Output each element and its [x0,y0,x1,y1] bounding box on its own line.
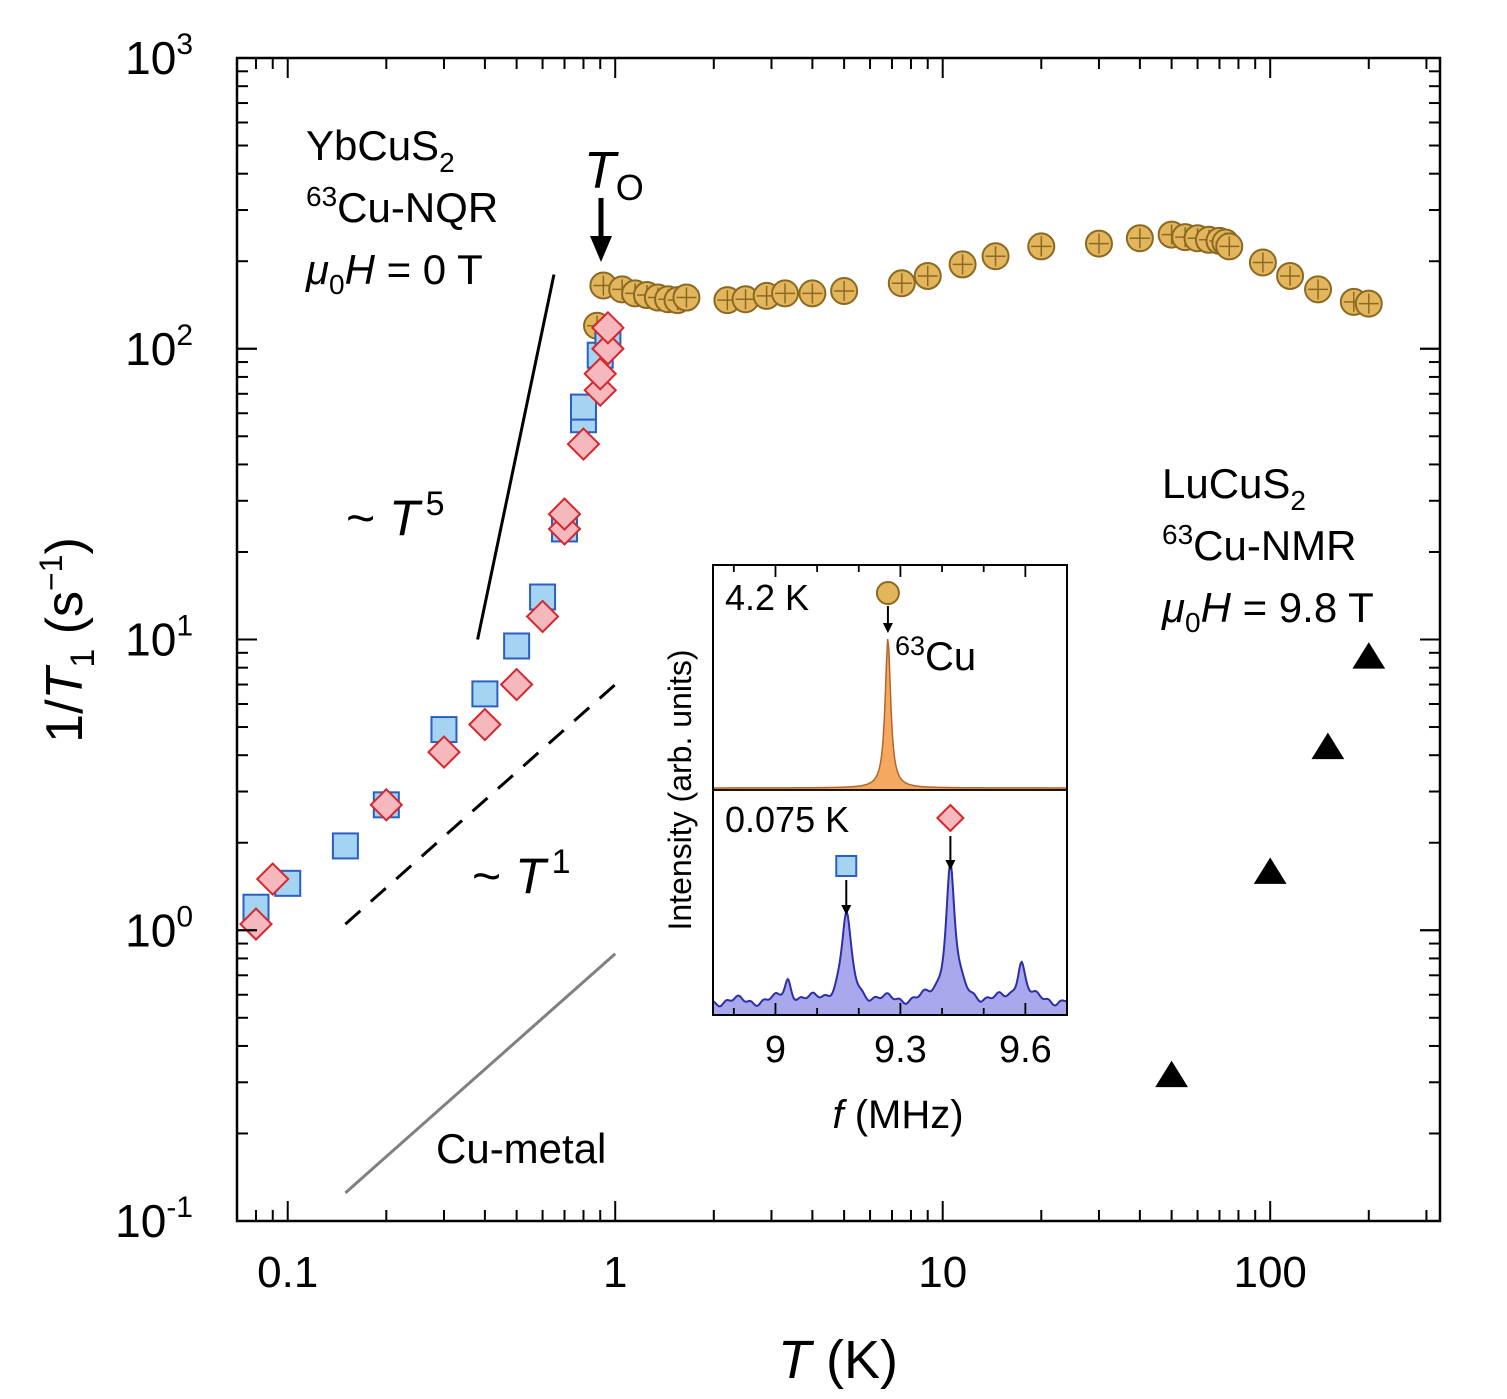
square-marker [503,632,531,660]
yb-method-label: 63Cu-NQR [306,181,498,231]
diamond-marker [525,599,560,634]
x-tick-label: 0.1 [257,1248,318,1297]
series-square [242,323,622,921]
y-tick-label: 100 [125,900,193,956]
triangle-marker [1155,1060,1189,1088]
guide-lines [344,274,617,1194]
x-tick-labels: 0.1 1 10 100 [257,1248,1307,1297]
to-label: TO [584,142,644,208]
inset-diamond-peak-arrow-icon [945,836,956,870]
x-tick-label: 100 [1233,1248,1306,1297]
diamond-marker [255,862,290,896]
inset-top-peak-arrow-icon [882,606,893,633]
triangle-marker [1253,857,1287,884]
circle-plus-marker [875,581,900,605]
circle-plus-marker [1276,261,1305,290]
series-diamond [239,310,625,942]
yb-field-label: μ0H = 0 T [305,246,483,300]
inset-x-axis-label: f (MHz) [832,1093,963,1137]
x-tick-label: 10 [918,1248,967,1297]
diamond-marker [427,735,461,769]
y-tick-label: 103 [125,28,193,84]
inset-x-tick-label: 9.3 [874,1029,927,1071]
square-marker [835,855,858,877]
series-triangle [1155,642,1386,1088]
square-marker [569,393,597,421]
circle-plus-marker [948,250,977,279]
y-tick-label: 10-1 [115,1191,193,1247]
y-tick-label: 101 [125,610,193,666]
yb-compound-label: YbCuS2 [306,122,455,178]
circle-plus-marker [913,261,942,290]
cu-metal-label: Cu-metal [436,1125,606,1172]
circle-plus-marker [1027,232,1056,261]
x-axis-label: T (K) [778,1330,898,1390]
diamond-marker [369,787,404,822]
inset-peak-label: 63Cu [895,631,976,679]
diamond-marker [591,331,625,366]
inset-spectrum: 4.2 K 0.075 K 63Cu Intensity (arb. units… [662,564,1068,1137]
diamond-marker [499,667,534,702]
square-marker [331,832,359,860]
axis-ticks [236,57,1440,1222]
inset-x-tick-label: 9 [765,1029,786,1071]
lu-field-label: μ0H = 9.8 T [1161,584,1374,638]
circle-plus-marker [1248,248,1277,277]
inset-y-axis-label: Intensity (arb. units) [662,650,698,931]
circle-plus-marker [830,276,859,305]
circle-plus-marker [798,279,827,308]
x-tick-label: 1 [603,1248,627,1297]
lu-compound-label: LuCuS2 [1162,460,1306,516]
circle-plus-marker [1215,232,1244,261]
square-marker [471,680,499,708]
triangle-marker [1311,732,1345,760]
y-axis-label: 1/T1 (s−1) [33,537,102,743]
cu-metal-guide [344,952,617,1194]
T1-guide [344,683,617,926]
inset-bottom-temperature: 0.075 K [725,799,849,840]
inset-top-temperature: 4.2 K [725,577,809,618]
inset-bottom-spectrum [712,861,1068,1016]
y-tick-labels: 10-1 100 101 102 103 [115,28,193,1247]
diamond-marker [467,707,502,742]
circle-plus-marker [1354,289,1383,318]
circle-plus-marker [1084,229,1113,258]
inset-x-tick-label: 9.6 [999,1029,1052,1071]
inset-square-peak-arrow-icon [841,880,852,915]
diamond-marker [239,907,273,942]
T5-guide [476,274,556,640]
diamond-marker [591,310,625,345]
circle-plus-marker [672,283,701,312]
circle-plus-marker [1125,224,1154,253]
triangle-marker [1352,642,1386,669]
diamond-marker [566,427,601,462]
diamond-marker [583,356,618,391]
lu-method-label: 63Cu-NMR [1162,519,1356,569]
circle-plus-marker [887,269,916,298]
inset-frame [712,564,1068,1016]
series-circle-plus [583,220,1383,340]
diamond-marker [935,803,965,833]
circle-plus-marker [981,242,1010,271]
diamond-marker [547,497,582,531]
circle-plus-marker [771,279,800,308]
inset-top-spectrum [712,638,1068,791]
data-series [239,220,1386,1088]
y-tick-label: 102 [125,319,193,375]
circle-plus-marker [1304,275,1333,304]
to-arrow-icon [590,198,612,262]
